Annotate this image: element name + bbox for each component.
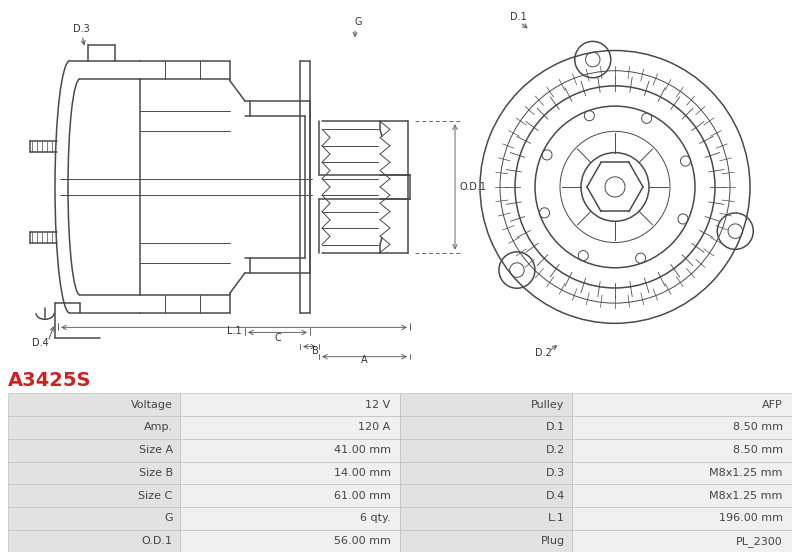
Bar [573, 416, 792, 439]
Bar [8, 507, 181, 530]
Text: 6 qty.: 6 qty. [360, 513, 390, 523]
Text: Plug: Plug [541, 536, 565, 546]
Bar [181, 461, 400, 484]
Bar [181, 530, 400, 552]
Bar [400, 507, 573, 530]
Bar [400, 484, 573, 507]
Text: Amp.: Amp. [143, 422, 173, 432]
Text: 61.00 mm: 61.00 mm [334, 490, 390, 501]
Text: B: B [312, 345, 318, 355]
Text: 120 A: 120 A [358, 422, 390, 432]
Text: Size C: Size C [138, 490, 173, 501]
Bar [573, 484, 792, 507]
Text: A: A [361, 355, 368, 365]
Text: O.D.1: O.D.1 [142, 536, 173, 546]
Bar [400, 393, 573, 416]
Text: 14.00 mm: 14.00 mm [334, 468, 390, 478]
Bar [400, 439, 573, 461]
Text: D.1: D.1 [510, 12, 526, 22]
Text: Size A: Size A [138, 445, 173, 455]
Bar [8, 461, 181, 484]
Bar [8, 439, 181, 461]
Text: 196.00 mm: 196.00 mm [718, 513, 782, 523]
Text: 56.00 mm: 56.00 mm [334, 536, 390, 546]
Text: G: G [164, 513, 173, 523]
Text: Size B: Size B [138, 468, 173, 478]
Text: G: G [354, 17, 362, 27]
Bar [8, 416, 181, 439]
Bar [573, 393, 792, 416]
Text: 8.50 mm: 8.50 mm [733, 445, 782, 455]
Text: Pulley: Pulley [531, 400, 565, 410]
Bar [8, 393, 181, 416]
Text: 8.50 mm: 8.50 mm [733, 422, 782, 432]
Text: 12 V: 12 V [366, 400, 390, 410]
Text: D.4: D.4 [32, 338, 48, 348]
Text: D.2: D.2 [535, 348, 552, 358]
Text: Voltage: Voltage [130, 400, 173, 410]
Text: A3425S: A3425S [8, 371, 91, 391]
Text: D.2: D.2 [546, 445, 565, 455]
Bar [573, 507, 792, 530]
Bar [8, 530, 181, 552]
Text: D.3: D.3 [73, 25, 90, 35]
Text: O.D.1: O.D.1 [460, 182, 487, 192]
Bar [181, 393, 400, 416]
Bar [181, 439, 400, 461]
Bar [573, 439, 792, 461]
Text: C: C [274, 333, 281, 343]
Bar [400, 416, 573, 439]
Text: L.1: L.1 [548, 513, 565, 523]
Bar [573, 461, 792, 484]
Bar [8, 484, 181, 507]
Text: M8x1.25 mm: M8x1.25 mm [710, 468, 782, 478]
Bar [181, 507, 400, 530]
Text: M8x1.25 mm: M8x1.25 mm [710, 490, 782, 501]
Text: D.1: D.1 [546, 422, 565, 432]
Text: 41.00 mm: 41.00 mm [334, 445, 390, 455]
Bar [181, 484, 400, 507]
Text: PL_2300: PL_2300 [736, 536, 782, 546]
Bar [573, 530, 792, 552]
Text: D.4: D.4 [546, 490, 565, 501]
Bar [400, 530, 573, 552]
Bar [400, 461, 573, 484]
Bar [181, 416, 400, 439]
Text: L.1: L.1 [226, 326, 242, 336]
Text: D.3: D.3 [546, 468, 565, 478]
Text: AFP: AFP [762, 400, 782, 410]
